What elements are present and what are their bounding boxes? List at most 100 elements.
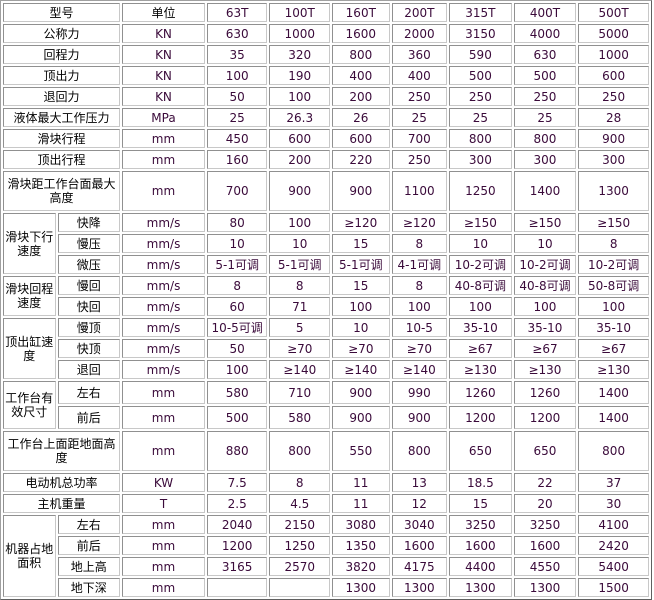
table-row: 顶出力 KN 100 190 400 400 500 500 600	[3, 66, 649, 85]
group-label: 顶出缸速度	[3, 318, 56, 379]
value-cell: 650	[513, 431, 577, 471]
value-cell: ≥150	[578, 213, 649, 232]
value-cell: 200	[332, 87, 390, 106]
table-row: 滑块行程 mm 450 600 600 700 800 800 900	[3, 129, 649, 148]
unit-cell: mm/s	[122, 318, 205, 337]
value-cell: 1400	[578, 406, 649, 429]
value-cell	[269, 578, 331, 597]
table-row: 前后 mm 500 580 900 900 1200 1200 1400	[3, 406, 649, 429]
value-cell: 15	[332, 234, 390, 253]
value-cell: 100	[513, 297, 577, 316]
value-cell: 100	[449, 297, 512, 316]
unit-cell: mm/s	[122, 360, 205, 379]
value-cell: 450	[206, 129, 268, 148]
unit-cell: mm	[122, 406, 205, 429]
value-cell: 250	[578, 87, 649, 106]
unit-cell: KN	[122, 66, 205, 85]
unit-cell: mm	[122, 171, 205, 211]
value-cell: 800	[391, 431, 448, 471]
value-cell: 40-8可调	[449, 276, 512, 295]
value-cell: 800	[449, 129, 512, 148]
value-cell: 8	[269, 473, 331, 492]
table-row: 顶出缸速度 慢顶 mm/s 10-5可调 5 10 10-5 35-10 35-10 35-10	[3, 318, 649, 379]
value-cell: 25	[206, 108, 268, 127]
value-cell: ≥150	[449, 213, 512, 232]
value-cell: 4400	[449, 557, 512, 576]
row-label: 顶出行程	[3, 150, 121, 169]
unit-cell: mm	[122, 515, 205, 534]
unit-cell: mm	[122, 431, 205, 471]
value-cell: 3250	[449, 515, 512, 534]
value-cell: 600	[269, 129, 331, 148]
value-cell: 1600	[449, 536, 512, 555]
value-cell: 40-8可调	[513, 276, 577, 295]
value-cell: 1600	[391, 536, 448, 555]
row-label: 主机重量	[3, 494, 121, 513]
model-header: 型号	[3, 3, 121, 22]
value-cell: 500	[513, 66, 577, 85]
value-cell: 300	[578, 150, 649, 169]
row-label: 公称力	[3, 24, 121, 43]
value-cell: 1200	[206, 536, 268, 555]
value-cell: 250	[391, 150, 448, 169]
value-cell: 25	[449, 108, 512, 127]
row-label: 顶出力	[3, 66, 121, 85]
model-header-400t: 400T	[513, 3, 577, 22]
unit-cell: mm/s	[122, 276, 205, 295]
value-cell: 4000	[513, 24, 577, 43]
value-cell: 11	[332, 494, 390, 513]
value-cell: 8	[391, 234, 448, 253]
unit-cell: mm/s	[122, 213, 205, 232]
value-cell: 700	[206, 171, 268, 211]
model-header-200t: 200T	[391, 3, 448, 22]
value-cell: 4-1可调	[391, 255, 448, 274]
value-cell: 1350	[332, 536, 390, 555]
value-cell: 250	[391, 87, 448, 106]
table-row: 滑块下行速度 快降 mm/s 80 100 ≥120 ≥120 ≥150 ≥150 ≥150	[3, 213, 649, 274]
value-cell: 2.5	[206, 494, 268, 513]
sub-label: 左右	[57, 381, 121, 404]
value-cell: 60	[206, 297, 268, 316]
value-cell: 600	[578, 66, 649, 85]
value-cell: ≥67	[578, 339, 649, 358]
value-cell: 10-5	[391, 318, 448, 337]
value-cell: 10	[332, 318, 390, 337]
value-cell: 3820	[332, 557, 390, 576]
table-row: 顶出行程 mm 160 200 220 250 300 300 300	[3, 150, 649, 169]
value-cell: 990	[391, 381, 448, 404]
value-cell: 1300	[449, 578, 512, 597]
table-row: 主机重量 T 2.5 4.5 11 12 15 20 30	[3, 494, 649, 513]
value-cell: 360	[391, 45, 448, 64]
value-cell: ≥67	[513, 339, 577, 358]
value-cell: 3040	[391, 515, 448, 534]
sub-label: 快降	[57, 213, 121, 232]
value-cell: 5	[269, 318, 331, 337]
unit-cell: mm/s	[122, 339, 205, 358]
value-cell: 15	[332, 276, 390, 295]
value-cell: 80	[206, 213, 268, 232]
value-cell: 710	[269, 381, 331, 404]
value-cell: 35-10	[578, 318, 649, 337]
sub-label: 前后	[57, 406, 121, 429]
value-cell: 11	[332, 473, 390, 492]
sub-label: 退回	[57, 360, 121, 379]
value-cell: 1300	[513, 578, 577, 597]
table-row: 快回 mm/s 60 71 100 100 100 100 100	[3, 297, 649, 316]
value-cell: 2040	[206, 515, 268, 534]
unit-cell: KW	[122, 473, 205, 492]
unit-cell: MPa	[122, 108, 205, 127]
value-cell: 5-1可调	[206, 255, 268, 274]
value-cell: 1300	[391, 578, 448, 597]
value-cell: 10	[513, 234, 577, 253]
unit-cell: mm/s	[122, 297, 205, 316]
table-row: 公称力 KN 630 1000 1600 2000 3150 4000 5000	[3, 24, 649, 43]
value-cell: 22	[513, 473, 577, 492]
value-cell: 900	[332, 406, 390, 429]
value-cell: ≥140	[391, 360, 448, 379]
value-cell: 3250	[513, 515, 577, 534]
table-row: 快顶 mm/s 50 ≥70 ≥70 ≥70 ≥67 ≥67 ≥67	[3, 339, 649, 358]
value-cell: 1300	[578, 171, 649, 211]
value-cell: 1600	[513, 536, 577, 555]
row-label: 退回力	[3, 87, 121, 106]
